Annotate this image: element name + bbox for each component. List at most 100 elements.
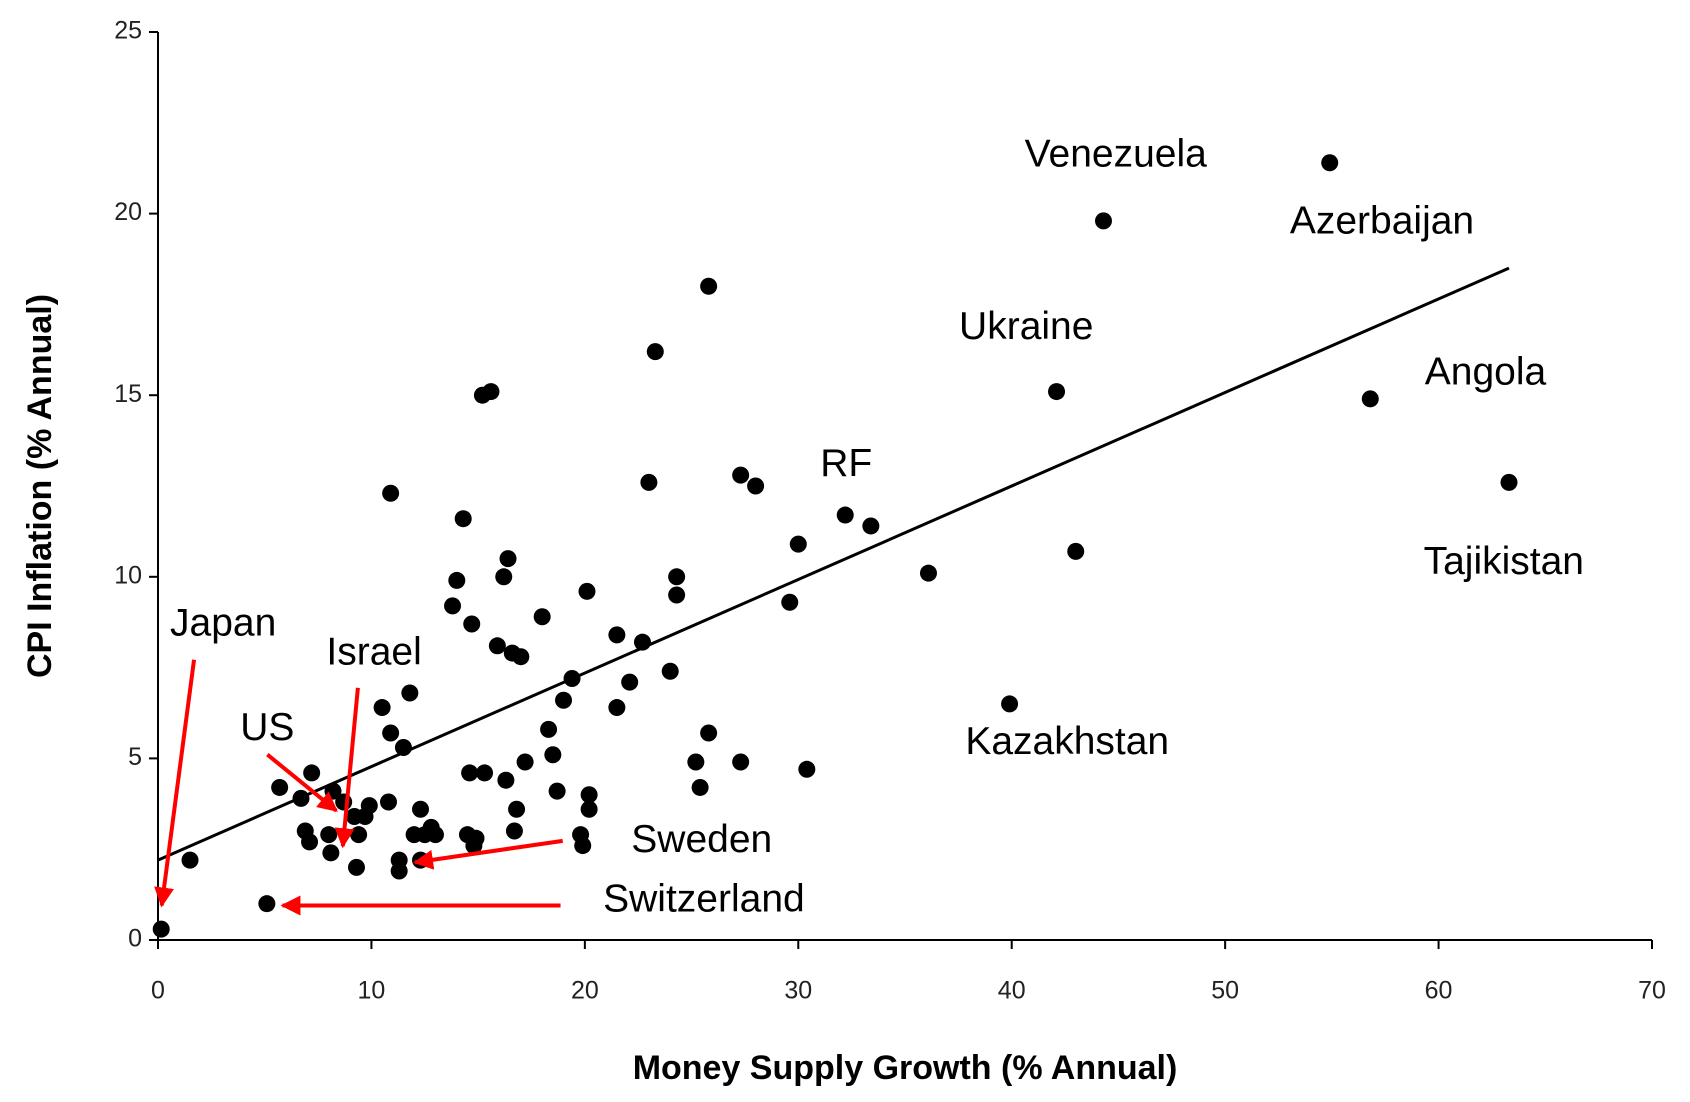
x-tick-label: 40: [998, 977, 1026, 1005]
data-point: [1067, 542, 1085, 560]
data-point: [301, 833, 319, 851]
data-point: [505, 822, 523, 840]
data-point: [1321, 154, 1339, 172]
data-point: [488, 637, 506, 655]
annotation-arrow: [334, 687, 360, 849]
data-point: [258, 895, 276, 913]
x-tick-label: 10: [358, 977, 386, 1005]
data-point: [747, 477, 765, 495]
annotation: Ukraine: [959, 305, 1093, 348]
data-point: [463, 615, 481, 633]
data-point: [700, 277, 718, 295]
data-point: [382, 484, 400, 502]
data-point: [454, 510, 472, 528]
x-tick-label: 20: [571, 977, 599, 1005]
data-point: [668, 586, 686, 604]
data-point: [499, 550, 517, 568]
x-tick-label: 0: [151, 977, 165, 1005]
y-tick-label: 5: [128, 743, 142, 771]
data-point: [781, 593, 799, 611]
data-point: [448, 571, 466, 589]
data-point: [621, 673, 639, 691]
data-point: [516, 753, 534, 771]
annotation-arrow: [266, 753, 338, 813]
annotation-arrow: [154, 659, 197, 908]
data-point: [608, 699, 626, 717]
data-point: [548, 782, 566, 800]
data-point: [461, 764, 479, 782]
annotation: Switzerland: [603, 878, 805, 921]
data-point: [390, 862, 408, 880]
y-tick-label: 15: [114, 380, 142, 408]
data-point: [394, 739, 412, 757]
data-point: [836, 506, 854, 524]
y-tick-label: 0: [128, 925, 142, 953]
data-point: [646, 343, 664, 361]
data-point: [540, 720, 558, 738]
data-point: [608, 626, 626, 644]
data-point: [380, 793, 398, 811]
data-point: [444, 597, 462, 615]
annotation: Japan: [170, 602, 276, 645]
data-point: [691, 778, 709, 796]
annotation-arrow: [413, 838, 564, 870]
data-point: [152, 920, 170, 938]
data-point: [580, 786, 598, 804]
data-point: [533, 608, 551, 626]
data-point: [508, 800, 526, 818]
data-point: [633, 633, 651, 651]
data-point: [292, 789, 310, 807]
data-point: [347, 858, 365, 876]
annotation: Tajikistan: [1424, 540, 1584, 583]
data-point: [382, 724, 400, 742]
data-point: [798, 760, 816, 778]
data-point: [482, 383, 500, 401]
data-point: [700, 724, 718, 742]
data-point: [687, 753, 705, 771]
x-axis-title: Money Supply Growth (% Annual): [633, 1049, 1178, 1087]
data-point: [563, 669, 581, 687]
data-point: [580, 800, 598, 818]
data-point: [661, 662, 679, 680]
data-point: [668, 568, 686, 586]
data-point: [1001, 695, 1019, 713]
data-point: [497, 771, 515, 789]
trend-line: [157, 266, 1510, 862]
data-point: [1361, 390, 1379, 408]
y-axis-title: CPI Inflation (% Annual): [21, 294, 59, 678]
data-point: [303, 764, 321, 782]
data-point: [640, 473, 658, 491]
data-point: [578, 582, 596, 600]
data-point: [555, 691, 573, 709]
data-point: [789, 535, 807, 553]
data-point: [732, 466, 750, 484]
data-point: [320, 826, 338, 844]
data-point: [1094, 212, 1112, 230]
data-point: [271, 778, 289, 796]
data-point: [465, 837, 483, 855]
data-point: [322, 844, 340, 862]
data-point: [574, 837, 592, 855]
data-point: [412, 800, 430, 818]
data-point: [335, 793, 353, 811]
data-point: [373, 699, 391, 717]
annotation: RF: [820, 442, 872, 485]
data-point: [181, 851, 199, 869]
annotation: Angola: [1425, 350, 1547, 393]
data-point: [495, 568, 513, 586]
data-point: [476, 764, 494, 782]
data-point: [919, 564, 937, 582]
data-point: [426, 826, 444, 844]
data-point: [544, 746, 562, 764]
data-point: [512, 648, 530, 666]
annotation: US: [240, 706, 294, 749]
annotation: Azerbaijan: [1290, 199, 1474, 242]
data-point: [1500, 473, 1518, 491]
annotation: Israel: [326, 631, 421, 674]
x-tick-label: 60: [1425, 977, 1453, 1005]
annotation: Sweden: [631, 818, 772, 861]
x-tick-label: 70: [1638, 977, 1666, 1005]
data-point: [732, 753, 750, 771]
data-point: [401, 684, 419, 702]
